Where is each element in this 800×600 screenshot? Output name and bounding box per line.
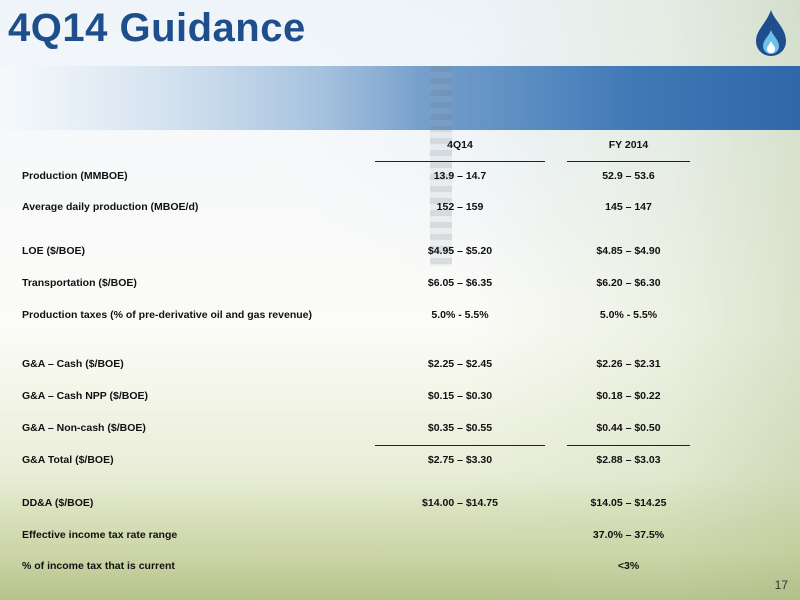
row-label-ga-non-cash: G&A – Non-cash ($/BOE) (22, 422, 146, 434)
subtotal-rule-fy2014 (567, 445, 690, 446)
row-label-transportation: Transportation ($/BOE) (22, 277, 137, 289)
row-value-4q14: $0.15 – $0.30 (427, 390, 493, 402)
row-label-ga-total: G&A Total ($/BOE) (22, 454, 114, 466)
slide-title: 4Q14 Guidance (8, 6, 306, 50)
header-band-fade (0, 66, 420, 130)
drilling-rig-silhouette (430, 66, 452, 266)
row-label-ga-cash: G&A – Cash ($/BOE) (22, 358, 124, 370)
row-value-4q14: $0.35 – $0.55 (427, 422, 493, 434)
row-label-production: Production (MMBOE) (22, 170, 128, 182)
row-label-effective-tax-rate: Effective income tax rate range (22, 529, 178, 541)
row-value-fy2014: $0.18 – $0.22 (596, 390, 661, 402)
row-label-loe: LOE ($/BOE) (22, 245, 86, 257)
row-value-4q14: $14.00 – $14.75 (422, 497, 498, 509)
row-value-fy2014: 52.9 – 53.6 (602, 170, 655, 182)
row-value-fy2014: 37.0% – 37.5% (592, 529, 665, 541)
subtotal-rule-4q14 (375, 445, 545, 446)
row-value-fy2014: <3% (617, 560, 640, 572)
row-value-4q14: $6.05 – $6.35 (427, 277, 493, 289)
background-grass-bottom (0, 480, 800, 600)
row-value-fy2014: $2.88 – $3.03 (596, 454, 661, 466)
row-value-4q14: $2.75 – $3.30 (427, 454, 493, 466)
row-label-avg-daily-production: Average daily production (MBOE/d) (22, 201, 199, 213)
row-value-fy2014: $14.05 – $14.25 (590, 497, 667, 509)
row-value-fy2014: $6.20 – $6.30 (596, 277, 661, 289)
header-rule-4q14 (375, 161, 545, 162)
row-label-ga-cash-npp: G&A – Cash NPP ($/BOE) (22, 390, 149, 402)
flame-logo-icon (756, 10, 786, 56)
row-value-4q14: 152 – 159 (436, 201, 484, 213)
row-label-production-taxes: Production taxes (% of pre-derivative oi… (22, 309, 312, 321)
row-value-fy2014: 145 – 147 (605, 201, 652, 213)
row-value-4q14: $2.25 – $2.45 (427, 358, 493, 370)
row-value-fy2014: $2.26 – $2.31 (596, 358, 661, 370)
row-value-fy2014: 5.0% - 5.5% (599, 309, 658, 321)
column-header-4q14: 4Q14 (447, 139, 473, 151)
row-label-current-income-tax: % of income tax that is current (22, 560, 175, 572)
column-header-fy2014: FY 2014 (608, 139, 649, 151)
row-value-4q14: $4.95 – $5.20 (427, 245, 493, 257)
page-number: 17 (774, 578, 788, 592)
row-label-dda: DD&A ($/BOE) (22, 497, 94, 509)
header-rule-fy2014 (567, 161, 690, 162)
row-value-fy2014: $0.44 – $0.50 (596, 422, 661, 434)
row-value-4q14: 13.9 – 14.7 (433, 170, 487, 182)
row-value-4q14: 5.0% - 5.5% (431, 309, 489, 321)
row-value-fy2014: $4.85 – $4.90 (596, 245, 661, 257)
